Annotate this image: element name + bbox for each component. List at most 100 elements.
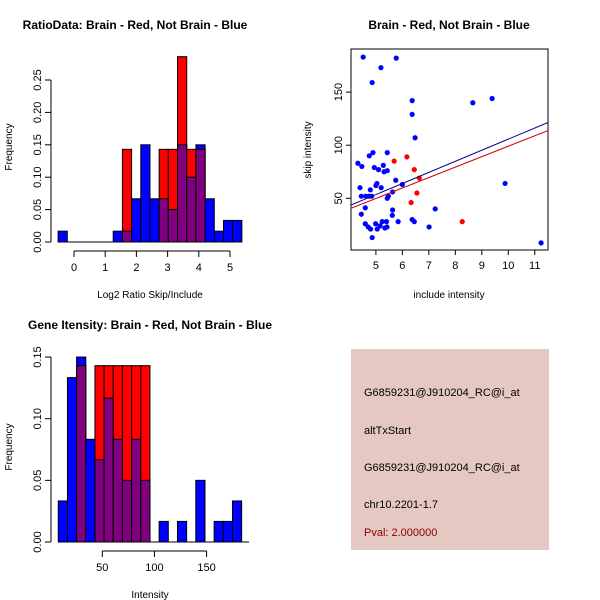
ratio-histogram-ylabel: Frequency	[4, 123, 15, 170]
point-not-brain	[357, 185, 363, 191]
y-tick-label: 0.05	[32, 470, 44, 491]
bar-overlap	[158, 198, 169, 243]
scatter-xlabel: include intensity	[413, 290, 484, 301]
point-not-brain	[389, 212, 395, 218]
point-not-brain	[502, 180, 508, 187]
bar-overlap	[94, 459, 105, 543]
y-tick-label: 0.10	[32, 166, 44, 187]
bar-not-brain	[232, 219, 243, 243]
x-tick-label: 7	[426, 260, 432, 272]
point-not-brain	[358, 193, 364, 199]
point-not-brain	[362, 205, 368, 211]
bar-not-brain	[213, 520, 224, 543]
point-not-brain	[370, 150, 376, 156]
x-tick-label: 50	[96, 562, 108, 574]
bar-not-brain	[149, 198, 160, 243]
intensity-histogram-ylabel: Frequency	[4, 423, 15, 470]
bar-not-brain	[222, 520, 233, 543]
bar-overlap	[177, 144, 188, 243]
info-panel-background	[351, 349, 549, 550]
point-not-brain	[358, 211, 364, 217]
intensity-scatter: Brain - Red, Not Brain - Blue include in…	[303, 18, 549, 301]
intensity-histogram-title: Gene Itensity: Brain - Red, Not Brain - …	[28, 318, 272, 332]
point-not-brain	[381, 169, 387, 175]
intensity-histogram-xlabel: Intensity	[131, 590, 168, 600]
x-tick-label: 0	[71, 262, 77, 274]
x-tick-label: 5	[373, 260, 379, 272]
bar-not-brain	[57, 500, 68, 543]
point-not-brain	[393, 177, 399, 183]
y-tick-label: 0.00	[32, 231, 44, 252]
point-not-brain	[538, 240, 544, 246]
point-not-brain	[409, 98, 415, 104]
point-not-brain	[432, 206, 438, 212]
bar-overlap	[121, 230, 133, 243]
point-not-brain	[384, 195, 390, 201]
point-brain	[411, 167, 417, 173]
point-not-brain	[373, 182, 379, 189]
point-brain	[408, 199, 414, 206]
x-tick-label: 150	[197, 562, 215, 574]
ratio-histogram-title: RatioData: Brain - Red, Not Brain - Blue	[23, 18, 248, 32]
bar-not-brain	[213, 230, 224, 243]
point-not-brain	[375, 167, 382, 173]
bar-not-brain	[158, 520, 169, 543]
point-not-brain	[366, 153, 372, 159]
point-not-brain	[409, 111, 415, 118]
y-tick-label: 0.15	[32, 346, 44, 367]
point-not-brain	[389, 207, 396, 213]
bar-overlap	[167, 209, 179, 243]
ratio-histogram-xlabel: Log2 Ratio Skip/Include	[97, 290, 203, 301]
bar-overlap	[76, 365, 87, 543]
point-not-brain	[367, 226, 374, 232]
bar-not-brain	[195, 479, 206, 543]
probe-id-2: G6859231@J910204_RC@i_at	[364, 462, 520, 474]
point-not-brain	[384, 150, 390, 156]
x-tick-label: 2	[133, 262, 139, 274]
y-tick-label: 150	[333, 83, 345, 101]
bar-overlap	[195, 148, 206, 243]
bar-not-brain	[57, 230, 68, 243]
scatter-title: Brain - Red, Not Brain - Blue	[368, 18, 530, 32]
point-not-brain	[378, 65, 384, 71]
y-tick-label: 0.20	[32, 102, 44, 123]
x-tick-label: 5	[227, 262, 233, 274]
scatter-plot-box	[350, 48, 549, 251]
scatter-ylabel: skip intensity	[303, 121, 314, 178]
point-not-brain	[380, 162, 386, 168]
point-brain	[391, 158, 397, 164]
bar-not-brain	[140, 144, 151, 243]
y-tick-label: 0.00	[32, 531, 44, 552]
point-not-brain	[384, 224, 390, 230]
bar-not-brain	[66, 377, 78, 543]
bar-overlap	[186, 176, 197, 243]
bar-overlap	[103, 397, 114, 543]
x-tick-label: 6	[399, 260, 405, 272]
point-not-brain	[379, 219, 385, 225]
bar-not-brain	[231, 500, 243, 543]
bar-overlap	[140, 479, 151, 543]
x-tick-label: 100	[145, 562, 163, 574]
fit-line-not-brain	[351, 122, 548, 206]
point-not-brain	[378, 185, 384, 191]
point-not-brain	[367, 187, 373, 193]
point-brain	[404, 154, 410, 160]
point-not-brain	[426, 224, 432, 230]
bar-not-brain	[85, 438, 96, 543]
point-not-brain	[369, 79, 375, 86]
x-tick-label: 3	[165, 262, 171, 274]
bar-not-brain	[222, 219, 234, 243]
y-tick-label: 0.05	[32, 199, 44, 220]
bar-not-brain	[112, 230, 123, 243]
point-not-brain	[369, 234, 375, 241]
y-tick-label: 0.10	[32, 408, 44, 429]
ratio-histogram: RatioData: Brain - Red, Not Brain - Blue…	[4, 18, 248, 301]
point-not-brain	[377, 223, 383, 229]
chromosome-location: chr10.2201-1.7	[364, 499, 438, 511]
info-panel: G6859231@J910204_RC@i_at altTxStart G685…	[351, 349, 549, 550]
bar-not-brain	[204, 198, 215, 243]
x-tick-label: 10	[502, 260, 514, 272]
y-tick-label: 0.25	[32, 69, 44, 90]
x-tick-label: 1	[102, 262, 108, 274]
